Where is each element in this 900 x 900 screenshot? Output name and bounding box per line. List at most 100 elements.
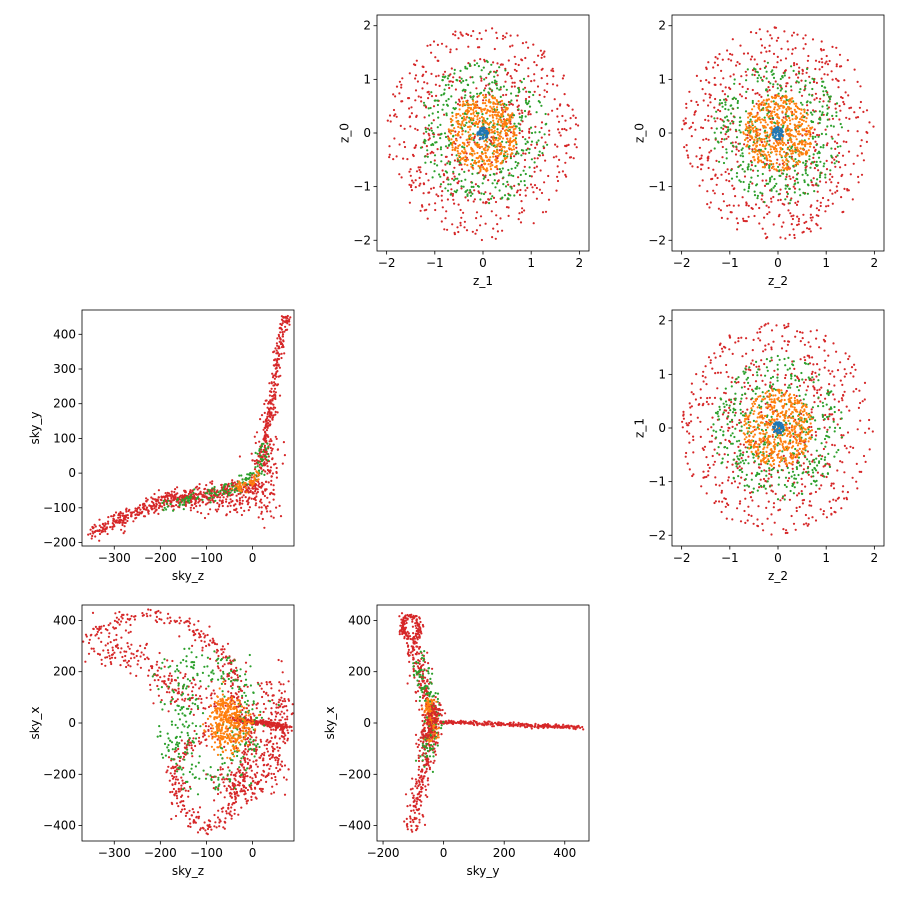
y-axis-label: z_0 — [633, 123, 647, 143]
scatter-point — [408, 72, 411, 75]
scatter-point — [239, 482, 242, 485]
scatter-point — [784, 531, 787, 535]
scatter-point — [795, 63, 799, 66]
x-tick-label: 0 — [249, 551, 257, 565]
scatter-point — [452, 172, 455, 175]
scatter-point — [444, 84, 447, 87]
scatter-point — [556, 175, 559, 178]
scatter-point — [782, 164, 786, 167]
scatter-point — [750, 362, 753, 365]
scatter-point — [468, 64, 471, 67]
scatter-point — [793, 64, 796, 67]
scatter-point — [800, 141, 804, 144]
scatter-point — [714, 56, 717, 59]
scatter-point — [238, 455, 241, 458]
scatter-point — [768, 50, 771, 53]
scatter-point — [429, 43, 432, 47]
scatter-point — [535, 186, 539, 190]
scatter-point — [98, 532, 102, 536]
scatter-point — [754, 92, 757, 95]
scatter-point — [855, 387, 858, 391]
scatter-point — [252, 472, 255, 475]
scatter-point — [837, 181, 840, 184]
scatter-point — [209, 492, 212, 495]
scatter-point — [512, 125, 516, 128]
scatter-point — [489, 142, 492, 145]
scatter-point — [218, 505, 221, 508]
scatter-point — [551, 67, 554, 70]
scatter-point — [805, 220, 808, 223]
scatter-point — [737, 337, 740, 340]
scatter-point — [762, 108, 765, 111]
scatter-point — [233, 481, 236, 484]
scatter-point — [281, 344, 284, 347]
scatter-point — [765, 89, 768, 92]
scatter-point — [812, 80, 816, 84]
scatter-point — [808, 81, 812, 84]
scatter-point — [186, 499, 189, 502]
scatter-point — [739, 44, 742, 47]
scatter-point — [837, 400, 841, 403]
scatter-point — [779, 198, 782, 201]
scatter-point — [824, 62, 827, 65]
scatter-point — [731, 144, 735, 147]
scatter-point — [527, 75, 530, 78]
scatter-point — [455, 48, 458, 51]
scatter-point — [836, 79, 839, 82]
scatter-point — [499, 86, 502, 89]
scatter-point — [471, 159, 474, 162]
scatter-point — [272, 364, 275, 367]
scatter-point — [574, 116, 577, 119]
scatter-point — [866, 131, 869, 134]
scatter-point — [802, 140, 805, 143]
scatter-point — [189, 506, 192, 509]
scatter-point — [800, 139, 803, 143]
scatter-point — [766, 134, 769, 137]
scatter-point — [122, 532, 125, 535]
scatter-point — [713, 396, 717, 399]
scatter-point — [823, 73, 826, 76]
scatter-point — [814, 149, 817, 152]
scatter-point — [256, 490, 259, 494]
scatter-point — [481, 121, 484, 124]
scatter-point — [561, 114, 564, 118]
scatter-point — [750, 164, 754, 167]
scatter-point — [517, 88, 521, 91]
scatter-point — [828, 463, 831, 466]
scatter-point — [272, 397, 275, 400]
scatter-point — [430, 129, 433, 132]
scatter-point — [729, 128, 732, 131]
scatter-point — [772, 186, 775, 189]
scatter-point — [793, 164, 797, 167]
scatter-point — [807, 137, 811, 140]
scatter-point — [414, 179, 417, 182]
scatter-point — [411, 179, 414, 182]
scatter-point — [498, 123, 501, 126]
scatter-point — [512, 148, 516, 151]
scatter-point — [422, 101, 426, 104]
scatter-point — [765, 142, 768, 145]
scatter-point — [725, 115, 729, 118]
scatter-point — [170, 497, 173, 500]
scatter-point — [207, 488, 210, 491]
scatter-point — [464, 89, 467, 92]
scatter-point — [824, 210, 827, 213]
scatter-point — [822, 93, 826, 96]
scatter-point — [833, 398, 836, 401]
scatter-point — [418, 168, 421, 172]
scatter-point — [172, 499, 175, 502]
scatter-point — [456, 189, 459, 192]
scatter-point — [180, 496, 183, 499]
scatter-point — [173, 497, 176, 501]
scatter-point — [739, 400, 742, 403]
scatter-point — [473, 152, 476, 155]
scatter-point — [444, 135, 448, 139]
scatter-point — [145, 500, 148, 503]
scatter-point — [771, 96, 774, 99]
scatter-point — [523, 158, 527, 162]
scatter-point — [538, 188, 542, 191]
scatter-point — [469, 191, 472, 194]
scatter-point — [726, 119, 729, 122]
y-tick-label: −100 — [43, 501, 76, 515]
scatter-point — [749, 58, 753, 61]
